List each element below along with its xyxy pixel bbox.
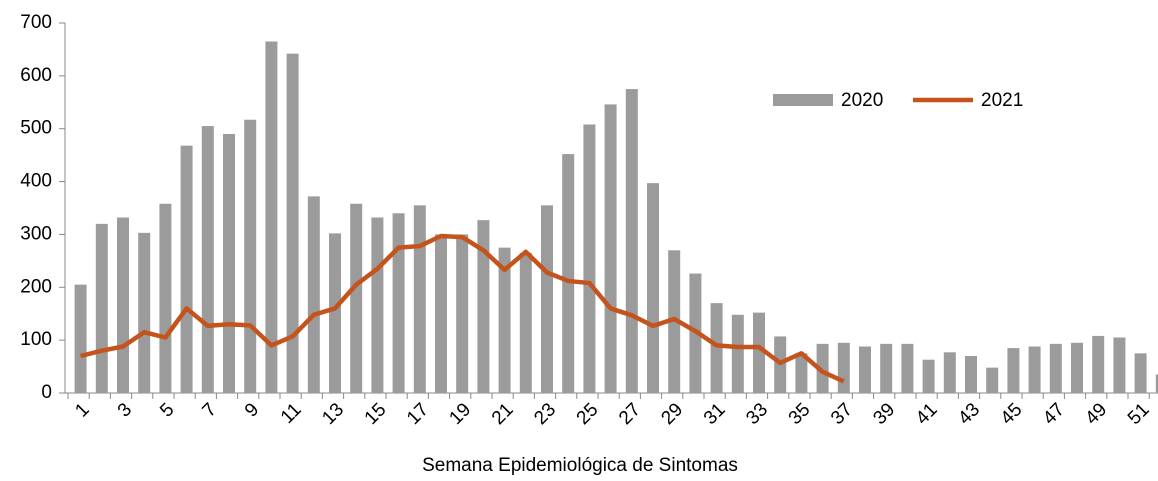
bar: [117, 217, 129, 393]
legend-label: 2020: [841, 90, 883, 111]
x-tick-label: 41: [912, 399, 942, 429]
bar: [435, 234, 447, 393]
x-tick-label: 33: [742, 399, 772, 429]
x-tick-label: 35: [785, 399, 815, 429]
x-tick-label: 5: [156, 399, 178, 421]
bar: [95, 223, 108, 393]
x-tick-label: 37: [827, 399, 857, 429]
bar: [986, 367, 999, 393]
bar: [859, 346, 871, 393]
x-tick-label: 45: [997, 399, 1027, 429]
x-tick-label: 47: [1039, 399, 1069, 429]
bar: [795, 353, 808, 393]
bar: [647, 183, 659, 393]
bar: [286, 53, 299, 394]
bar: [498, 247, 511, 393]
x-tick-label: 9: [241, 399, 263, 421]
bar: [837, 342, 850, 393]
bar: [180, 145, 193, 393]
x-tick-label: 29: [657, 399, 687, 429]
y-tick-label: 200: [20, 276, 52, 297]
bar: [392, 213, 405, 393]
x-tick-label: 51: [1124, 399, 1154, 429]
x-tick-label: 13: [318, 399, 348, 429]
bar: [1155, 374, 1158, 393]
y-tick-label: 700: [20, 12, 52, 33]
bar: [1007, 348, 1020, 393]
y-tick-label: 0: [41, 382, 52, 403]
bar: [1049, 343, 1062, 393]
bar: [456, 234, 469, 393]
bar: [922, 359, 935, 393]
bar: [265, 41, 278, 393]
bar: [604, 104, 617, 394]
y-tick-label: 400: [20, 171, 52, 192]
bar: [477, 220, 490, 393]
bar: [1071, 342, 1083, 393]
x-tick-label: 23: [530, 399, 560, 429]
bar: [1092, 335, 1105, 393]
bar: [753, 312, 765, 393]
bar: [625, 89, 638, 394]
bar: [74, 284, 87, 393]
x-tick-label: 31: [700, 399, 730, 429]
x-tick-label: 15: [361, 399, 391, 429]
x-tick-label: 27: [615, 399, 645, 429]
bar: [1113, 337, 1126, 393]
bar: [816, 343, 829, 393]
bar: [329, 233, 341, 393]
bar: [541, 205, 553, 393]
y-tick-label: 300: [20, 223, 52, 244]
bar: [371, 217, 384, 393]
bar: [731, 314, 744, 393]
y-tick-label: 500: [20, 118, 52, 139]
x-tick-label: 21: [488, 399, 518, 429]
bar: [1134, 353, 1147, 393]
x-tick-label: 3: [114, 399, 136, 421]
x-tick-label: 7: [199, 399, 221, 421]
bar: [583, 124, 596, 393]
line: [80, 233, 845, 384]
x-axis-label: Semana Epidemiológica de Sintomas: [422, 455, 738, 476]
x-tick-label: 1: [71, 399, 93, 421]
bar: [138, 232, 151, 393]
bar: [519, 252, 532, 393]
x-tick-label: 43: [954, 399, 984, 429]
x-tick-label: 17: [403, 399, 433, 429]
bar: [1028, 346, 1041, 393]
bar: [350, 203, 363, 393]
x-tick-label: 39: [869, 399, 899, 429]
bar: [943, 352, 956, 393]
x-tick-label: 19: [445, 399, 475, 429]
x-tick-label: 11: [277, 399, 306, 428]
bar: [562, 154, 575, 393]
bar: [668, 250, 681, 393]
legend-label: 2021: [981, 90, 1023, 111]
y-tick-label: 600: [20, 65, 52, 86]
x-tick-label: 49: [1081, 399, 1111, 429]
bar: [413, 205, 426, 393]
bar: [965, 356, 977, 393]
bar: [901, 343, 914, 393]
bar: [710, 303, 723, 393]
bar: [223, 134, 235, 393]
y-tick-label: 100: [20, 329, 52, 350]
bar: [159, 203, 172, 393]
legend-swatch: [773, 94, 833, 106]
x-tick-label: 25: [573, 399, 603, 429]
bar: [244, 119, 257, 393]
bar: [201, 126, 214, 394]
bar: [880, 343, 893, 393]
bar: [307, 196, 320, 393]
